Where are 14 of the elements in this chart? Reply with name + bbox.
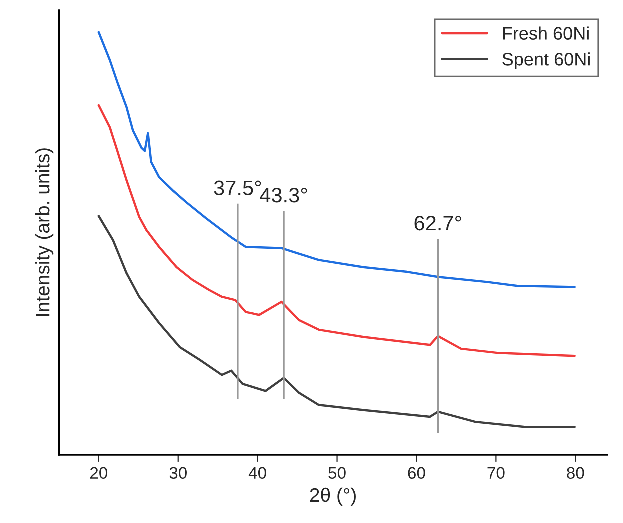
x-tick-label: 30 — [170, 467, 187, 480]
ref-line-label: 43.3° — [260, 188, 308, 203]
legend-label: Fresh 60Ni — [503, 26, 589, 40]
x-tick-label: 40 — [248, 467, 266, 480]
legend-label: Spent 60Ni — [502, 52, 590, 70]
y-axis-title: Intensity (arb. units) — [36, 148, 54, 316]
x-tick-label: 20 — [90, 467, 108, 480]
ref-line-label: 37.5° — [214, 180, 262, 196]
ref-line-label: 62.7° — [414, 216, 462, 231]
x-axis-title: 2θ (°) — [310, 488, 356, 506]
x-tick-label: 80 — [567, 467, 584, 480]
x-tick-label: 70 — [488, 467, 505, 480]
x-tick-label: 60 — [408, 467, 426, 480]
x-tick-label: 50 — [328, 467, 346, 480]
